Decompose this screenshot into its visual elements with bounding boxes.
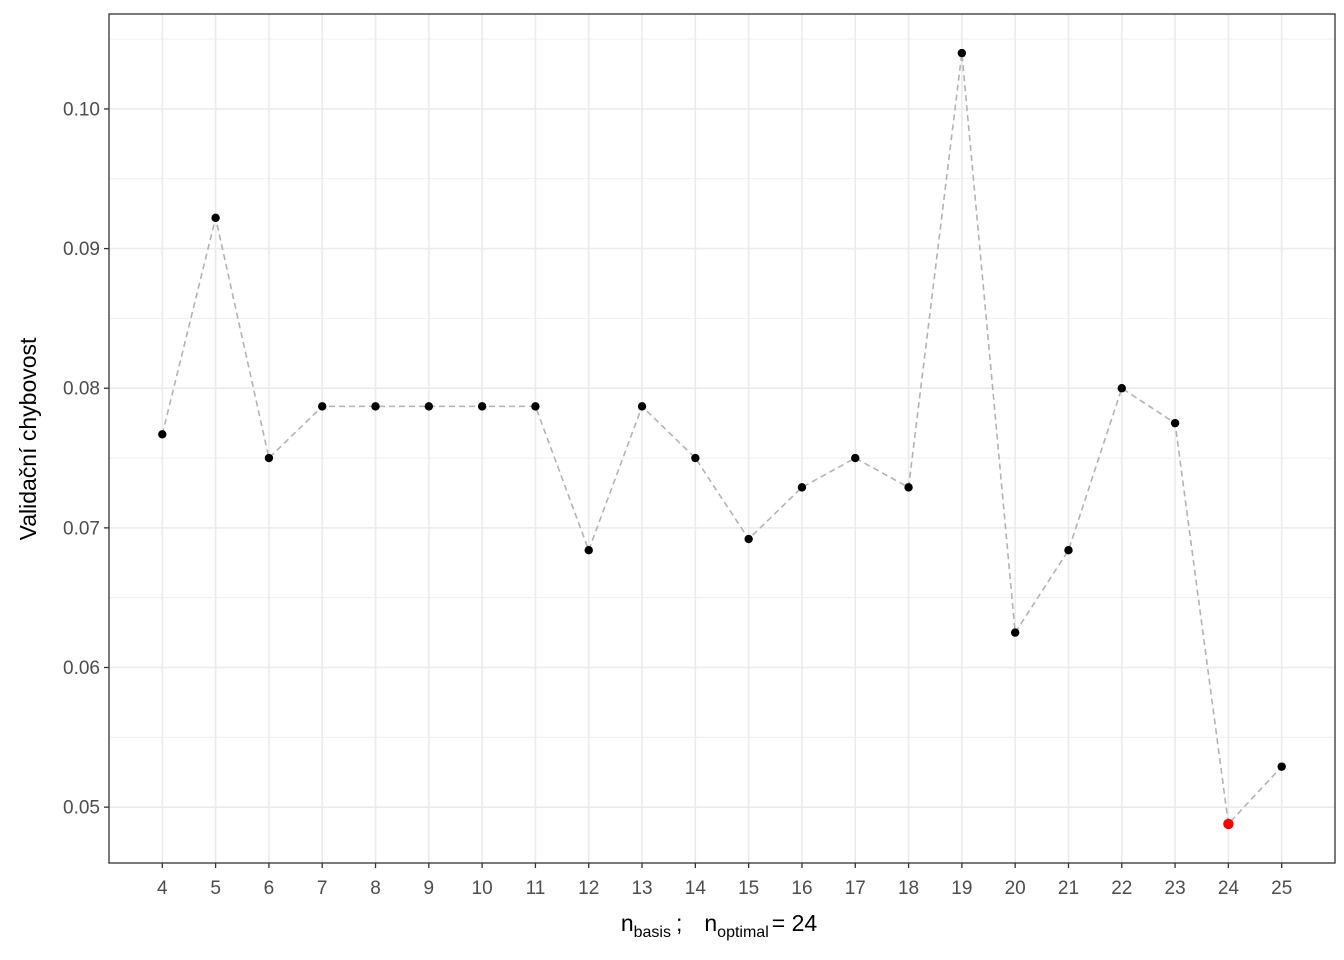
x-axis-title-sub2: optimal (717, 924, 769, 941)
data-point (531, 402, 540, 411)
data-point (1117, 384, 1126, 393)
x-tick-label: 24 (1218, 878, 1240, 899)
x-tick-label: 25 (1271, 878, 1292, 899)
y-tick-label: 0.05 (63, 798, 100, 819)
series-line (161, 53, 1283, 826)
panel-border (108, 13, 1336, 864)
axes: 0.05 0.06 0.07 0.08 0.09 0.10 4 5 6 7 8 9 10 11 12 13 14… (63, 99, 1292, 899)
x-axis-title-n1: n (621, 910, 634, 936)
x-tick-label: 22 (1111, 878, 1132, 899)
data-point (264, 453, 274, 463)
y-axis-title: Validační chybovost (15, 337, 41, 540)
x-tick-label: 5 (210, 878, 221, 899)
data-point (797, 483, 807, 492)
highlight-point (1223, 818, 1234, 830)
x-tick-label: 9 (424, 878, 435, 899)
data-point (691, 453, 700, 463)
y-tick-label: 0.09 (63, 239, 100, 260)
data-point (1170, 418, 1180, 428)
x-tick-label: 19 (951, 878, 972, 899)
data-point (424, 402, 434, 411)
data-point (477, 402, 487, 411)
data-point (851, 453, 860, 463)
x-tick-label: 6 (264, 878, 275, 899)
x-tick-label: 8 (370, 878, 381, 899)
data-point (1010, 628, 1020, 637)
y-tick-label: 0.10 (63, 99, 100, 120)
x-tick-label: 17 (845, 878, 866, 899)
x-tick-label: 21 (1058, 878, 1079, 899)
x-tick-label: 11 (526, 878, 546, 899)
x-tick-label: 15 (738, 878, 759, 899)
x-tick-label: 20 (1005, 878, 1026, 899)
x-tick-label: 12 (578, 878, 599, 899)
data-point (637, 402, 647, 411)
x-tick-label: 7 (317, 878, 328, 899)
series-line-path (161, 53, 1283, 826)
y-tick-label: 0.06 (63, 658, 100, 679)
x-axis-title: nbasis; noptimal = 24 (621, 910, 818, 941)
x-axis-title-sub1: basis (634, 924, 671, 941)
grid-lines (109, 14, 1335, 863)
x-tick-label: 14 (685, 878, 707, 899)
y-tick-label: 0.08 (63, 379, 100, 400)
x-tick-label: 10 (472, 878, 493, 899)
y-tick-label: 0.07 (63, 518, 100, 539)
x-tick-label: 18 (898, 878, 919, 899)
x-tick-label: 4 (157, 878, 168, 899)
data-point (744, 534, 753, 544)
data-point (1277, 762, 1286, 771)
data-point (1064, 546, 1073, 555)
data-point (318, 402, 327, 411)
series-points (158, 48, 1286, 830)
data-point (158, 430, 167, 439)
data-point (211, 213, 220, 223)
x-tick-label: 13 (631, 878, 652, 899)
x-axis-title-n2: n (704, 910, 717, 936)
data-point (904, 483, 913, 492)
x-axis-title-sep: ; (676, 910, 682, 936)
x-tick-label: 16 (791, 878, 812, 899)
data-point (957, 48, 967, 58)
x-tick-label: 23 (1165, 878, 1186, 899)
data-point (371, 402, 380, 411)
x-axis-title-eq: = 24 (772, 910, 818, 936)
data-point (584, 546, 593, 555)
